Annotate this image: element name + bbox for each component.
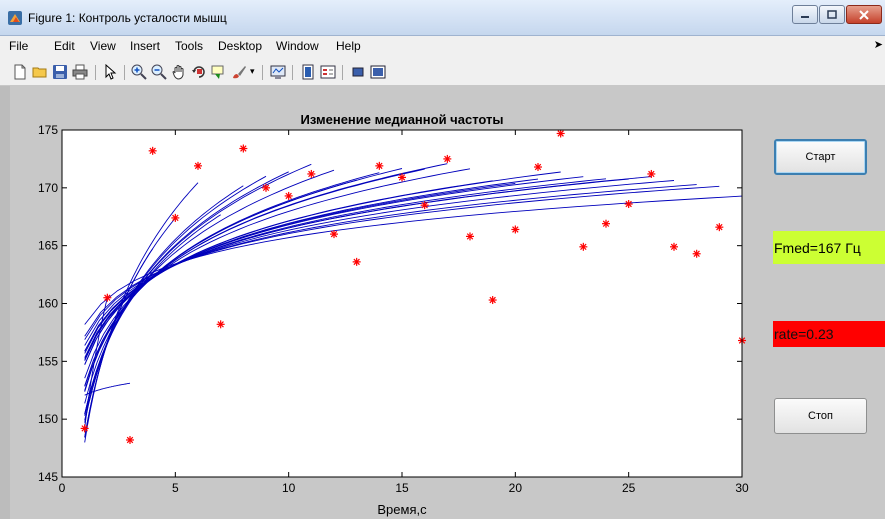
data-point: [647, 169, 656, 178]
maximize-icon: [827, 9, 837, 19]
y-tick-label: 175: [38, 123, 58, 137]
fmed-display: Fmed=167 Гц: [773, 231, 885, 264]
minimize-button[interactable]: [792, 5, 818, 24]
menu-overflow-icon[interactable]: ➤: [873, 39, 883, 51]
zoom-in-icon[interactable]: [131, 64, 147, 80]
menu-view[interactable]: View: [90, 39, 116, 53]
open-file-icon[interactable]: [32, 64, 48, 80]
data-point: [262, 183, 270, 192]
axis-ticks-group: 0 5 10 15 20 25 30 145 150 155 160 165 170 175: [38, 123, 749, 495]
menu-window[interactable]: Window: [276, 39, 319, 53]
axes-background: [62, 130, 742, 477]
print-icon[interactable]: [72, 64, 88, 80]
y-tick-label: 155: [38, 354, 58, 368]
insert-colorbar-icon[interactable]: [300, 64, 316, 80]
rotate-3d-icon[interactable]: [191, 64, 207, 80]
pan-icon[interactable]: [171, 64, 187, 80]
x-tick-label: 30: [735, 481, 749, 495]
data-point: [556, 129, 565, 138]
data-point: [692, 249, 701, 258]
menu-help[interactable]: Help: [336, 39, 361, 53]
toolbar-separator: [342, 65, 343, 80]
close-icon: [859, 9, 869, 20]
menu-insert[interactable]: Insert: [130, 39, 161, 53]
data-point: [284, 191, 293, 200]
pointer-icon[interactable]: [102, 64, 118, 80]
data-point: [670, 242, 678, 251]
data-cursor-icon[interactable]: [211, 64, 227, 80]
toolbar-separator: [124, 65, 125, 80]
data-point: [715, 223, 724, 232]
dropdown-arrow-icon[interactable]: ▾: [250, 66, 255, 76]
toolbar-separator: [262, 65, 263, 80]
window-titlebar[interactable]: Figure 1: Контроль усталости мышц: [0, 0, 885, 36]
fit-curves-group: [84, 163, 743, 443]
start-button[interactable]: Старт: [774, 139, 867, 175]
data-point: [398, 173, 406, 182]
x-tick-label: 5: [172, 481, 179, 495]
y-tick-label: 160: [38, 297, 58, 311]
maximize-button[interactable]: [819, 5, 845, 24]
toolbar-separator: [292, 65, 293, 80]
y-tick-label: 170: [38, 181, 58, 195]
y-tick-label: 165: [38, 239, 58, 253]
rate-display: rate=0.23: [773, 321, 885, 347]
x-tick-label: 20: [509, 481, 523, 495]
data-point: [443, 154, 452, 163]
data-point: [375, 161, 384, 170]
data-point: [148, 146, 157, 155]
stop-button[interactable]: Стоп: [774, 398, 867, 434]
menu-edit[interactable]: Edit: [54, 39, 75, 53]
data-point: [488, 296, 497, 305]
menu-tools[interactable]: Tools: [175, 39, 204, 53]
data-point: [171, 213, 180, 222]
data-point: [194, 161, 202, 170]
data-markers-group: [80, 129, 746, 444]
show-plot-tools-icon[interactable]: [370, 64, 386, 80]
data-point: [579, 242, 588, 251]
x-tick-label: 10: [282, 481, 296, 495]
x-tick-label: 0: [59, 481, 66, 495]
x-tick-label: 25: [622, 481, 636, 495]
menu-file[interactable]: File: [9, 39, 29, 53]
data-point: [352, 257, 361, 266]
x-tick-label: 15: [395, 481, 409, 495]
data-point: [103, 293, 112, 302]
minimize-icon: [801, 15, 809, 18]
data-point: [330, 230, 338, 239]
menu-bar: File Edit View Insert Tools Desktop Wind…: [0, 36, 885, 56]
window-title: Figure 1: Контроль усталости мышц: [28, 11, 227, 25]
data-point: [466, 232, 474, 241]
y-tick-label: 150: [38, 412, 58, 426]
data-point: [511, 225, 520, 234]
data-point: [534, 163, 542, 172]
x-axis-label: Время,с: [377, 502, 427, 517]
y-tick-label: 145: [38, 470, 58, 484]
data-point: [602, 219, 610, 228]
chart-title: Изменение медианной частоты: [301, 112, 504, 127]
save-icon[interactable]: [52, 64, 68, 80]
figure-toolbar: ▾: [0, 56, 885, 86]
data-point: [420, 201, 429, 210]
data-point: [239, 144, 248, 153]
menu-desktop[interactable]: Desktop: [218, 39, 263, 53]
fit-curve: [84, 382, 131, 396]
data-point: [216, 320, 225, 329]
new-figure-icon[interactable]: [12, 64, 28, 80]
fit-curve: [84, 195, 743, 325]
data-point: [126, 435, 134, 444]
toolbar-separator: [95, 65, 96, 80]
window-left-edge: [0, 86, 10, 519]
insert-legend-icon[interactable]: [320, 64, 336, 80]
data-point: [80, 424, 89, 433]
brush-icon[interactable]: [231, 64, 247, 80]
matlab-figure-icon: [8, 11, 22, 25]
data-point: [307, 169, 316, 178]
hide-plot-tools-icon[interactable]: [350, 64, 366, 80]
close-button[interactable]: [846, 5, 882, 24]
data-point: [624, 200, 633, 209]
zoom-out-icon[interactable]: [151, 64, 167, 80]
link-plot-icon[interactable]: [270, 64, 286, 80]
